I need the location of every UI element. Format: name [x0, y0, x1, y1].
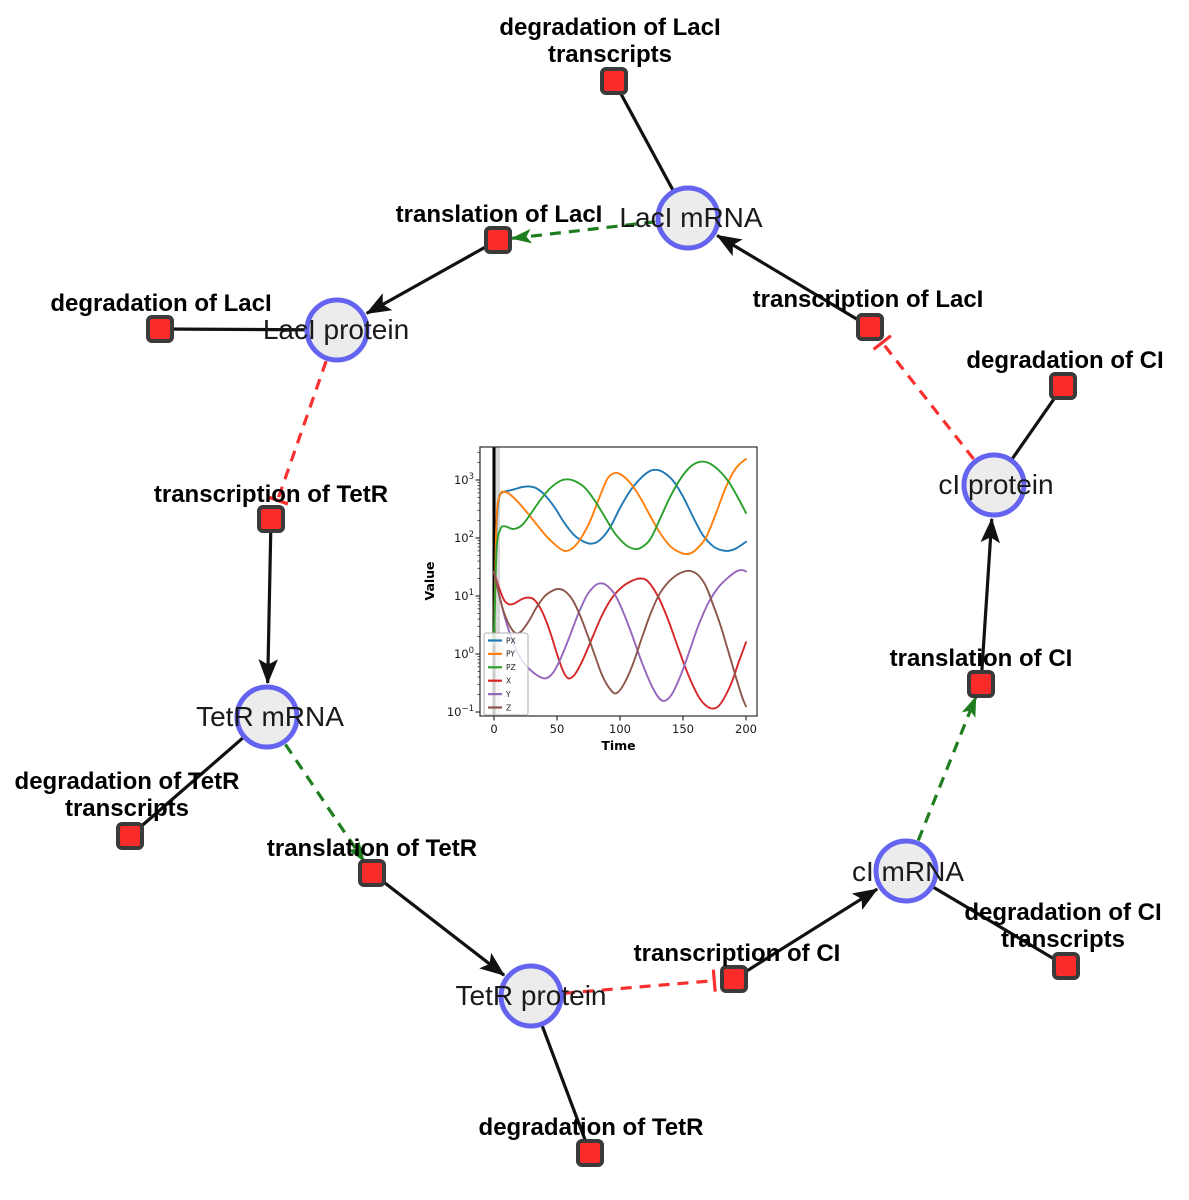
edge-tetr-mrna-to-translation-tetr [284, 743, 366, 863]
reaction-label-translation-ci: translation of CI [890, 645, 1073, 672]
species-node-ci-mrna[interactable] [873, 838, 939, 904]
species-label-tetr-mrna: TetR mRNA [196, 701, 344, 732]
series-x [493, 570, 747, 710]
axes-box [479, 446, 758, 717]
reaction-label-deg-ci: degradation of CI [966, 347, 1163, 374]
reaction-node-deg-ci-transcripts[interactable] [1052, 952, 1080, 980]
species-node-tetr-mrna[interactable] [234, 684, 300, 750]
reaction-label-translation-tetr: translation of TetR [267, 835, 477, 862]
x-axis-label: Time [601, 738, 635, 753]
legend-label-x: X [506, 677, 511, 686]
legend-label-z: Z [506, 703, 511, 712]
x-tick-label: 50 [550, 722, 565, 736]
labels-layer: degradation of LacI transcripts translatio… [15, 14, 1164, 1141]
series-y [493, 569, 747, 702]
y-axis-label: Value [422, 561, 437, 600]
plot-curves [493, 458, 747, 710]
species-node-ci-protein[interactable] [961, 452, 1027, 518]
edge-laci-protein-to-transcription-tetr [266, 360, 328, 506]
x-tick-label: 100 [609, 722, 631, 736]
series-py [493, 458, 747, 645]
edge-translation-tetr-to-tetr-protein [378, 877, 506, 977]
edge-laci-mrna-to-translation-laci [510, 220, 656, 244]
edge-ci-mrna-to-translation-ci [916, 695, 978, 841]
edge-transcription-laci-to-laci-mrna [716, 234, 863, 324]
reaction-label-transcription-ci: transcription of CI [634, 940, 841, 967]
reaction-node-deg-ci[interactable] [1049, 372, 1077, 400]
legend-label-y: Y [505, 690, 511, 699]
nodes-layer [116, 67, 1080, 1167]
reaction-node-transcription-tetr[interactable] [257, 505, 285, 533]
edge-tetr-protein-to-transcription-ci [563, 969, 717, 995]
reaction-node-transcription-ci[interactable] [720, 965, 748, 993]
edge-translation-ci-to-ci-protein [980, 517, 1000, 675]
y-tick-label: 102 [454, 530, 474, 545]
reaction-label-translation-laci: translation of LacI [396, 201, 603, 228]
legend-label-px: PX [506, 636, 516, 645]
edge-transcription-tetr-to-tetr-mrna [258, 528, 278, 685]
legend-label-pz: PZ [506, 663, 516, 672]
species-label-laci-protein: LacI protein [263, 314, 409, 345]
species-node-tetr-protein[interactable] [498, 963, 564, 1029]
reaction-node-transcription-laci[interactable] [856, 313, 884, 341]
species-label-tetr-protein: TetR protein [456, 980, 607, 1011]
species-node-laci-protein[interactable] [304, 297, 370, 363]
reaction-label-deg-tetr: degradation of TetR [479, 1114, 704, 1141]
reaction-node-translation-laci[interactable] [484, 226, 512, 254]
y-tick-label: 103 [454, 472, 474, 487]
plot-legend: PX PY PZ XYZ [483, 632, 529, 716]
x-tick-label: 0 [490, 722, 497, 736]
reaction-node-deg-tetr-transcripts[interactable] [116, 822, 144, 850]
x-tick-label: 200 [735, 722, 757, 736]
species-label-ci-protein: cI protein [938, 469, 1053, 500]
reaction-label-deg-laci: degradation of LacI [50, 290, 271, 317]
edge-ci-protein-to-transcription-laci [872, 334, 975, 461]
y-tick-label: 101 [454, 588, 474, 603]
reaction-label-deg-laci-transcripts: degradation of LacI transcripts [499, 14, 720, 68]
species-label-ci-mrna: cI mRNA [852, 856, 964, 887]
reaction-label-deg-tetr-transcripts: degradation of TetR transcripts [15, 768, 240, 822]
species-node-laci-mrna[interactable] [655, 185, 721, 251]
reaction-label-transcription-laci: transcription of LacI [753, 286, 984, 313]
reaction-node-translation-ci[interactable] [967, 670, 995, 698]
edge-translation-laci-to-laci-protein [365, 243, 491, 315]
reaction-node-deg-tetr[interactable] [576, 1139, 604, 1167]
legend-label-py: PY [506, 650, 515, 659]
reaction-label-deg-ci-transcripts: degradation of CI transcripts [964, 899, 1161, 953]
y-tick-label: 100 [454, 646, 474, 661]
x-tick-label: 150 [672, 722, 694, 736]
plot-axes: 0 50 100 150 200 103 102 101 100 10−1 Time Value [422, 446, 758, 753]
reaction-node-deg-laci-transcripts[interactable] [600, 67, 628, 95]
series-pz [493, 460, 747, 645]
reaction-node-deg-laci[interactable] [146, 315, 174, 343]
species-label-laci-mrna: LacI mRNA [619, 202, 762, 233]
y-tick-label: 10−1 [447, 704, 474, 719]
simulation-plot: 0 50 100 150 200 103 102 101 100 10−1 Time Value PX… [422, 446, 758, 753]
edge-transcription-ci-to-ci-mrna [741, 887, 879, 976]
reaction-node-translation-tetr[interactable] [358, 859, 386, 887]
reaction-label-transcription-tetr: transcription of TetR [154, 481, 388, 508]
series-z [493, 569, 747, 708]
series-px [493, 468, 747, 645]
